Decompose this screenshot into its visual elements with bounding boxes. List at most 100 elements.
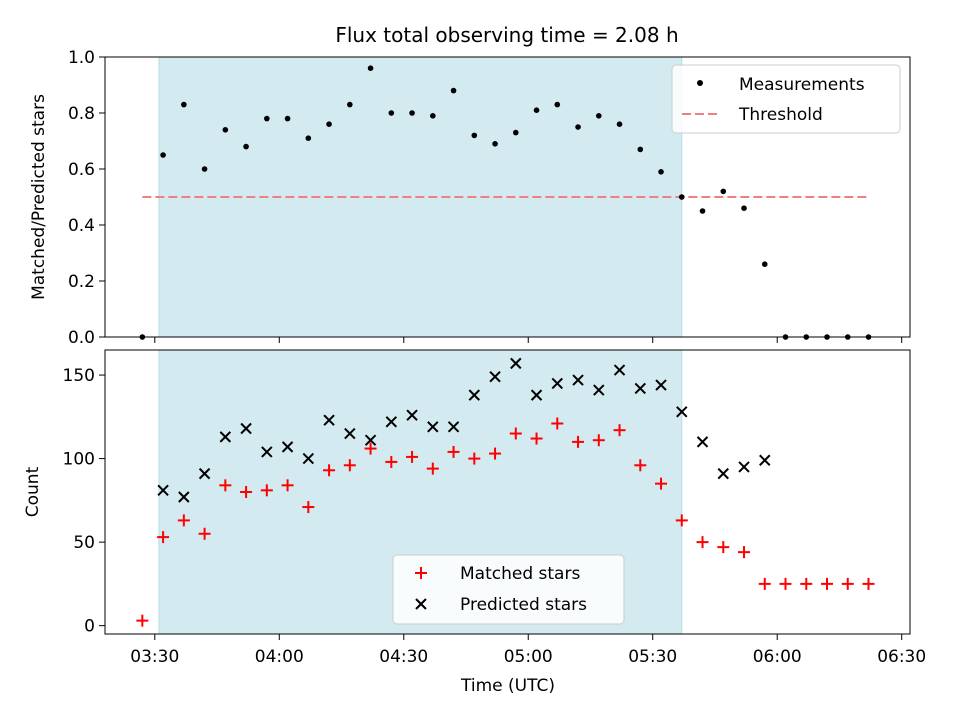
measurement-point (658, 169, 664, 175)
measurement-point (720, 188, 727, 195)
legend-matched-label: Matched stars (460, 564, 580, 584)
predicted-star-point (364, 434, 377, 446)
matched-star-point (592, 434, 605, 447)
matched-star-point (862, 577, 875, 590)
x-tick-label: 04:30 (379, 647, 428, 667)
figure-title: Flux total observing time = 2.08 h (335, 23, 678, 47)
measurement-point (741, 205, 747, 211)
predicted-star-point (344, 427, 356, 440)
predicted-star-point (468, 389, 481, 401)
x-tick-label: 04:00 (255, 647, 304, 667)
bottom-y-tick-label: 100 (63, 450, 95, 470)
predicted-star-point (178, 491, 190, 503)
predicted-star-point (261, 446, 273, 458)
top-y-tick-label: 0.6 (68, 160, 95, 180)
matched-star-point (157, 531, 170, 544)
matched-star-point (260, 484, 273, 497)
top-y-tick-label: 0.8 (68, 104, 95, 124)
top-y-tick-label: 1.0 (68, 48, 95, 68)
predicted-star-point (551, 377, 564, 390)
x-axis-label: Time (UTC) (460, 676, 555, 696)
matched-star-point (738, 546, 751, 559)
matched-star-point (385, 455, 398, 468)
matched-star-point (841, 577, 854, 590)
matched-star-point (655, 477, 668, 490)
bottom-y-axis: 0 50 100 150 (63, 366, 105, 637)
matched-star-point (634, 459, 647, 472)
predicted-stars-series (157, 357, 771, 503)
measurement-point (637, 146, 644, 153)
measurement-point (160, 152, 166, 158)
measurement-point (761, 261, 768, 268)
measurement-point (409, 110, 415, 116)
top-panel: 0.0 0.2 0.4 0.6 0.8 1.0 Matched/Predicted sta… (29, 48, 911, 348)
bottom-plot-frame (104, 349, 911, 635)
predicted-star-point (385, 416, 398, 428)
measurement-point (575, 124, 581, 130)
legend-predicted-label: Predicted stars (460, 595, 587, 615)
predicted-star-point (759, 454, 771, 466)
matched-star-point (426, 462, 439, 475)
x-tick-label: 06:00 (753, 647, 802, 667)
measurements-series (139, 65, 872, 340)
matched-star-point (800, 577, 813, 590)
matched-star-point (177, 514, 190, 527)
x-tick-label: 05:30 (628, 647, 677, 667)
top-y-axis: 0.0 0.2 0.4 0.6 0.8 1.0 (68, 48, 105, 348)
measurement-point (388, 110, 395, 116)
predicted-star-point (613, 364, 626, 376)
predicted-star-point (427, 421, 439, 433)
matched-star-point (281, 479, 294, 492)
predicted-star-point (323, 414, 335, 426)
matched-star-point (198, 527, 211, 540)
top-y-tick-label: 0.0 (68, 328, 95, 348)
predicted-star-point (572, 374, 584, 386)
matched-star-point (240, 486, 253, 498)
measurement-point (222, 127, 229, 133)
x-tick-label: 03:30 (130, 647, 179, 667)
measurement-point (367, 65, 374, 71)
measurement-point (305, 135, 312, 141)
predicted-star-point (219, 431, 232, 443)
matched-star-point (343, 459, 356, 472)
matched-star-point (489, 447, 502, 460)
matched-star-point (406, 450, 419, 463)
measurement-point (678, 194, 685, 200)
measurement-point (471, 132, 478, 139)
bottom-y-tick-label: 0 (84, 617, 95, 637)
predicted-star-point (198, 467, 211, 480)
legend-threshold-label: Threshold (738, 105, 823, 125)
measurement-point (264, 115, 270, 122)
top-y-axis-label: Matched/Predicted stars (29, 94, 49, 300)
matched-star-point (696, 536, 709, 549)
predicted-star-point (717, 467, 729, 480)
top-legend-box (671, 64, 901, 134)
top-plot-frame (104, 56, 911, 338)
measurement-point (284, 115, 291, 122)
predicted-star-point (676, 406, 688, 418)
x-tick-label: 05:00 (504, 647, 553, 667)
legend-measurements-label: Measurements (739, 75, 865, 95)
predicted-star-point (655, 379, 667, 391)
predicted-star-point (530, 389, 543, 401)
predicted-star-point (447, 421, 460, 433)
predicted-star-point (281, 441, 294, 453)
measurement-point (699, 208, 706, 214)
measurement-point (595, 113, 602, 119)
matched-stars-series (136, 417, 875, 627)
measurement-point (533, 107, 540, 113)
predicted-star-point (738, 461, 750, 473)
predicted-star-point (510, 357, 522, 370)
predicted-star-point (240, 422, 252, 435)
measurement-point (181, 101, 187, 108)
matched-star-point (551, 417, 564, 430)
legend-matched-marker (415, 567, 427, 579)
predicted-star-point (406, 409, 418, 421)
measurement-point (347, 101, 353, 108)
bottom-y-tick-label: 150 (63, 366, 95, 386)
bottom-legend-box (392, 554, 625, 625)
measurement-point (512, 129, 519, 136)
matched-star-point (136, 614, 149, 627)
top-legend: Measurements Threshold (671, 64, 901, 134)
top-x-ticks (154, 337, 903, 343)
